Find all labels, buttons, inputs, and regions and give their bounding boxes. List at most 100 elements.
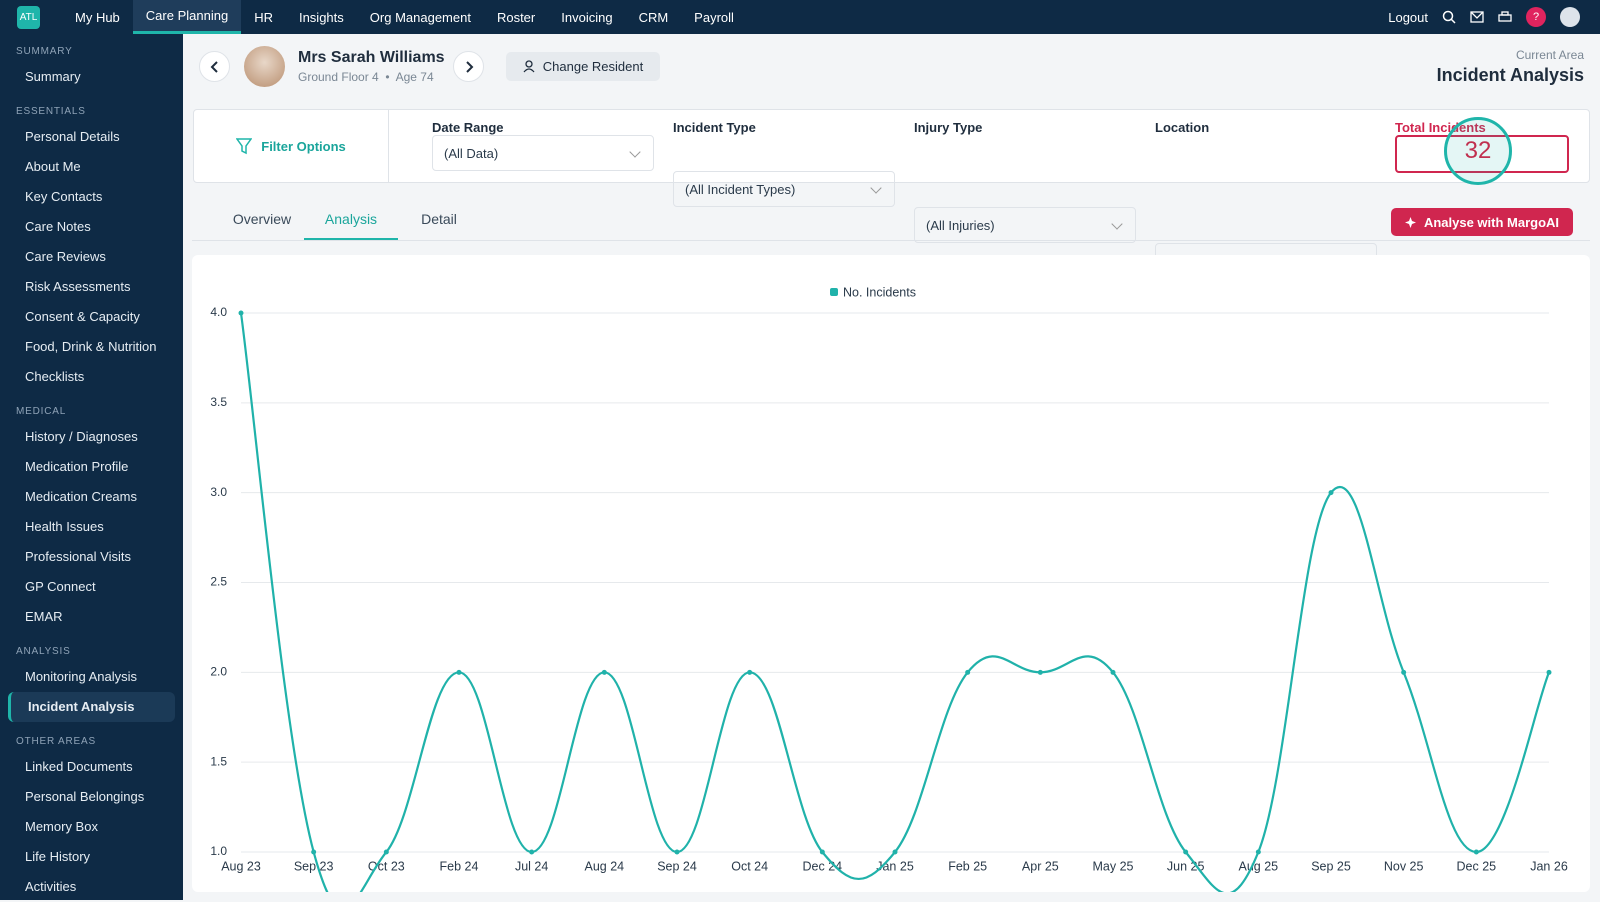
sidebar-section-title: OTHER AREAS [16,736,96,747]
sidebar-item[interactable]: Checklists [25,369,85,384]
filter-options-label: Filter Options [261,138,346,154]
y-tick-label: 3.5 [210,395,227,409]
logo[interactable]: ATL [17,5,40,29]
filter-select[interactable]: (All Data) [432,135,654,171]
x-tick-label: Oct 24 [731,859,768,873]
sidebar-item[interactable]: Personal Belongings [25,789,145,804]
sidebar-section-title: ESSENTIALS [16,106,86,117]
sidebar-item[interactable]: Medication Creams [25,489,137,504]
x-tick-label: Jun 25 [1167,859,1205,873]
tab-divider [192,240,1590,241]
mail-icon[interactable] [1470,11,1484,23]
sidebar-item[interactable]: Personal Details [25,129,120,144]
sidebar-item[interactable]: Professional Visits [25,549,131,564]
tab[interactable]: Detail [421,211,457,227]
sidebar-item[interactable]: Care Notes [25,219,91,234]
x-tick-label: Sep 24 [657,859,697,873]
x-tick-label: Feb 24 [440,859,479,873]
sidebar-item[interactable]: Medication Profile [25,459,129,474]
current-area-label: Current Area [1515,48,1584,62]
chevron-left [210,60,218,73]
sidebar-section-title: SUMMARY [16,46,73,57]
data-point [529,849,535,855]
sidebar-item[interactable]: EMAR [25,609,63,624]
sidebar-item[interactable]: History / Diagnoses [25,429,138,444]
sidebar-item[interactable]: Risk Assessments [25,279,131,294]
sidebar-item[interactable]: Summary [25,69,81,84]
nav-item[interactable]: Roster [496,9,536,25]
total-value: 32 [1444,117,1512,185]
filter-options[interactable]: Filter Options [194,110,389,182]
x-tick-label: Sep 25 [1311,859,1351,873]
sidebar-item[interactable]: Care Reviews [25,249,106,264]
person-icon [523,60,535,73]
filter-select[interactable]: (All Injuries) [914,207,1136,243]
filter-select[interactable]: (All Incident Types) [673,171,895,207]
x-tick-label: Aug 25 [1239,859,1279,873]
user-avatar[interactable] [1560,7,1580,27]
x-tick-label: Nov 25 [1384,859,1424,873]
nav-item[interactable]: Invoicing [561,9,613,25]
sidebar-item[interactable]: GP Connect [25,579,96,594]
sidebar-item[interactable]: Activities [25,879,77,894]
nav-item[interactable]: CRM [638,9,669,25]
prev-resident[interactable] [199,51,230,82]
resident-name: Mrs Sarah Williams [298,49,445,66]
x-tick-label: May 25 [1093,859,1134,873]
chevron-right [465,60,473,73]
data-point [1473,849,1479,855]
nav-item[interactable]: HR [254,9,273,25]
sparkle-icon [1404,216,1416,228]
y-tick-label: 2.5 [210,575,227,589]
sidebar-section-title: ANALYSIS [16,646,71,657]
data-point [601,669,607,675]
logout[interactable]: Logout [1388,9,1428,25]
nav-item[interactable]: Org Management [369,9,471,25]
change-resident-button[interactable]: Change Resident [506,52,660,81]
data-point [1401,669,1407,675]
sidebar-item[interactable]: Consent & Capacity [25,309,140,324]
nav-item[interactable]: My Hub [75,9,120,25]
sidebar-item[interactable]: Health Issues [25,519,104,534]
next-resident[interactable] [453,51,484,82]
print-icon[interactable] [1498,10,1512,24]
data-point [1037,669,1043,675]
data-point [1546,669,1552,675]
x-tick-label: Aug 24 [585,859,625,873]
current-area-title: Incident Analysis [1436,65,1584,85]
nav-item[interactable]: Care Planning [132,0,242,34]
sidebar-item[interactable]: Life History [25,849,91,864]
sidebar-item[interactable]: Memory Box [25,819,98,834]
sidebar-item[interactable]: Linked Documents [25,759,133,774]
change-resident-label: Change Resident [542,59,644,74]
data-point [1110,669,1116,675]
resident-location: Ground Floor 4 [298,70,379,84]
help-button[interactable]: ? [1526,7,1546,27]
y-tick-label: 2.0 [210,665,227,679]
resident-meta: Ground Floor 4 • Age 74 [298,70,434,84]
x-tick-label: Jul 24 [515,859,548,873]
chart-card: 1.0 1.5 2.0 2.5 3.0 3.5 4.0 Aug 23 Sep 23 Oct 23 F… [192,255,1590,902]
search-icon[interactable] [1442,10,1456,24]
nav-item[interactable]: Insights [298,9,344,25]
tab[interactable]: Overview [232,211,292,227]
sidebar-item[interactable]: Monitoring Analysis [25,669,137,684]
tab[interactable]: Analysis [304,211,398,240]
x-tick-label: Aug 23 [221,859,261,873]
data-point [456,669,462,675]
series-line [239,312,1551,902]
filter-bar: Filter Options Date Range (All Data) Incid… [193,109,1590,279]
filter-label: Incident Type [673,120,756,135]
sidebar-item[interactable]: Food, Drink & Nutrition [25,339,157,354]
filter-fields: Date Range (All Data) Incident Type (All In… [194,110,1589,279]
nav-item[interactable]: Payroll [694,9,734,25]
sidebar-item[interactable]: Incident Analysis [8,692,175,722]
x-tick-label: Sep 23 [294,859,334,873]
sidebar-item[interactable]: About Me [25,159,81,174]
sidebar-section-title: MEDICAL [16,406,67,417]
analyse-button[interactable]: Analyse with MargoAI [1391,208,1573,236]
data-point [674,849,680,855]
sidebar-item[interactable]: Key Contacts [25,189,103,204]
